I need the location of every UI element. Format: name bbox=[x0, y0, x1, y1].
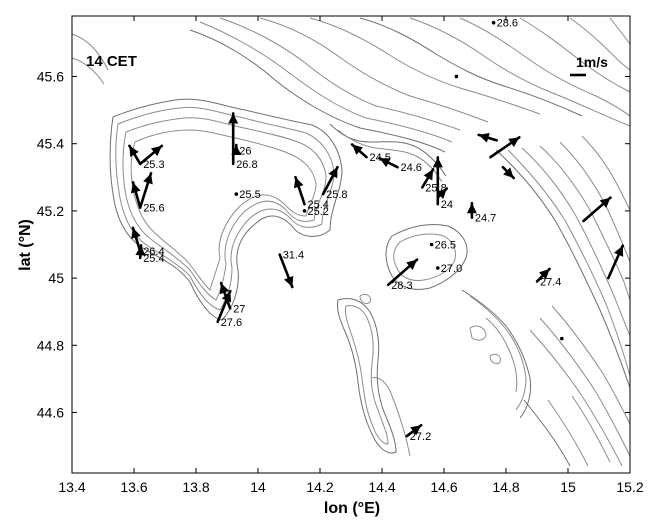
wind-vector-head bbox=[478, 133, 490, 143]
wind-vector-head bbox=[406, 259, 417, 270]
wind-vector-head bbox=[410, 425, 422, 436]
plot-frame bbox=[71, 15, 631, 474]
station-dot bbox=[454, 74, 459, 79]
station-labels: 25.325.626.425.426.82627.62725.525.425.8… bbox=[143, 18, 561, 443]
axes: 13.4 13.6 13.8 14 14.2 14.4 14.6 14.8 15 15.2 44.6… bbox=[37, 16, 644, 495]
y-axis-label: lat (°N) bbox=[17, 219, 34, 271]
station-dot bbox=[429, 242, 434, 247]
y-tick-label: 45.4 bbox=[37, 136, 64, 152]
scale-label: 1m/s bbox=[576, 54, 608, 70]
station-temperature-label: 28.6 bbox=[497, 18, 518, 30]
x-tick-label: 15.2 bbox=[616, 479, 643, 495]
x-tick-label: 14.6 bbox=[430, 479, 457, 495]
station-temperature-label: 25.8 bbox=[326, 189, 347, 201]
station-temperature-label: 25.5 bbox=[239, 189, 260, 201]
x-tick-label: 14.8 bbox=[492, 479, 519, 495]
station-temperature-label: 31.4 bbox=[283, 250, 304, 262]
station-temperature-label: 26.4 bbox=[143, 246, 164, 258]
y-tick-label: 44.8 bbox=[37, 337, 64, 353]
wind-vectors bbox=[128, 20, 625, 438]
x-tick-label: 13.6 bbox=[120, 479, 147, 495]
x-tick-label: 13.8 bbox=[182, 479, 209, 495]
station-dot bbox=[302, 209, 307, 213]
station-temperature-label: 25.4 bbox=[308, 199, 329, 211]
station-temperature-label: 25.6 bbox=[143, 203, 164, 215]
wind-vector-head bbox=[129, 145, 139, 158]
wind-vector-head bbox=[508, 137, 520, 148]
wind-vector-head bbox=[150, 145, 162, 157]
terrain-contours bbox=[71, 17, 631, 467]
wind-vector-head bbox=[143, 173, 153, 185]
wind-vector-head bbox=[614, 245, 624, 257]
station-temperature-label: 25.8 bbox=[425, 182, 446, 194]
x-tick-label: 13.4 bbox=[58, 479, 85, 495]
station-temperature-label: 25.4 bbox=[143, 253, 164, 265]
y-tick-label: 45 bbox=[48, 270, 64, 286]
station-temperature-label: 27 bbox=[233, 303, 245, 315]
station-temperature-label: 27.6 bbox=[221, 317, 242, 329]
wind-vector-head bbox=[379, 158, 391, 168]
wind-vector-head bbox=[228, 113, 239, 124]
wind-vector-head bbox=[219, 283, 230, 295]
y-tick-label: 44.6 bbox=[37, 405, 64, 421]
station-temperature-label: 25.2 bbox=[308, 206, 329, 218]
x-tick-label: 15 bbox=[560, 479, 576, 495]
wind-vector-head bbox=[284, 275, 294, 287]
station-temperature-label: 26 bbox=[239, 145, 251, 157]
x-axis-label: lon (°E) bbox=[324, 500, 380, 517]
y-tick-label: 45.6 bbox=[37, 68, 64, 84]
station-temperature-label: 26.8 bbox=[236, 159, 257, 171]
wind-vector-head bbox=[423, 169, 434, 181]
wind-vector-head bbox=[466, 203, 477, 214]
station-temperature-label: 24.7 bbox=[475, 213, 496, 225]
station-temperature-label: 24.6 bbox=[401, 162, 422, 174]
x-tick-label: 14.2 bbox=[306, 479, 333, 495]
wind-vector-head bbox=[130, 182, 141, 194]
wind-vector-head bbox=[328, 167, 338, 179]
station-temperature-label: 24.5 bbox=[370, 152, 391, 164]
wind-vector-head bbox=[231, 145, 242, 156]
wind-vector-head bbox=[432, 157, 443, 168]
station-dot bbox=[234, 192, 239, 196]
station-dot bbox=[436, 266, 440, 270]
wind-vector-head bbox=[503, 167, 514, 179]
station-temperature-label: 27.2 bbox=[410, 431, 431, 443]
wind-vector-head bbox=[352, 144, 363, 155]
station-temperature-label: 27.0 bbox=[441, 263, 462, 275]
time-label: 14 CET bbox=[86, 53, 137, 70]
wind-vector-head bbox=[131, 227, 141, 239]
station-temperature-label: 26.5 bbox=[435, 240, 456, 252]
y-tick-label: 45.2 bbox=[37, 203, 64, 219]
wind-vector-head bbox=[599, 197, 611, 208]
wind-vector-head bbox=[293, 177, 304, 189]
station-temperature-label: 24 bbox=[441, 199, 453, 211]
station-temperature-label: 28.3 bbox=[391, 280, 412, 292]
scale-reference: 1m/s bbox=[570, 54, 608, 77]
station-dot bbox=[560, 336, 564, 341]
station-temperature-label: 25.3 bbox=[143, 159, 164, 171]
wind-vector-head bbox=[538, 268, 550, 280]
station-temperature-label: 27.4 bbox=[540, 276, 561, 288]
x-tick-label: 14.4 bbox=[368, 479, 395, 495]
x-tick-label: 14 bbox=[250, 479, 266, 495]
wind-vector-head bbox=[436, 188, 447, 200]
station-dot bbox=[491, 20, 496, 25]
wind-vector-head bbox=[135, 245, 146, 256]
